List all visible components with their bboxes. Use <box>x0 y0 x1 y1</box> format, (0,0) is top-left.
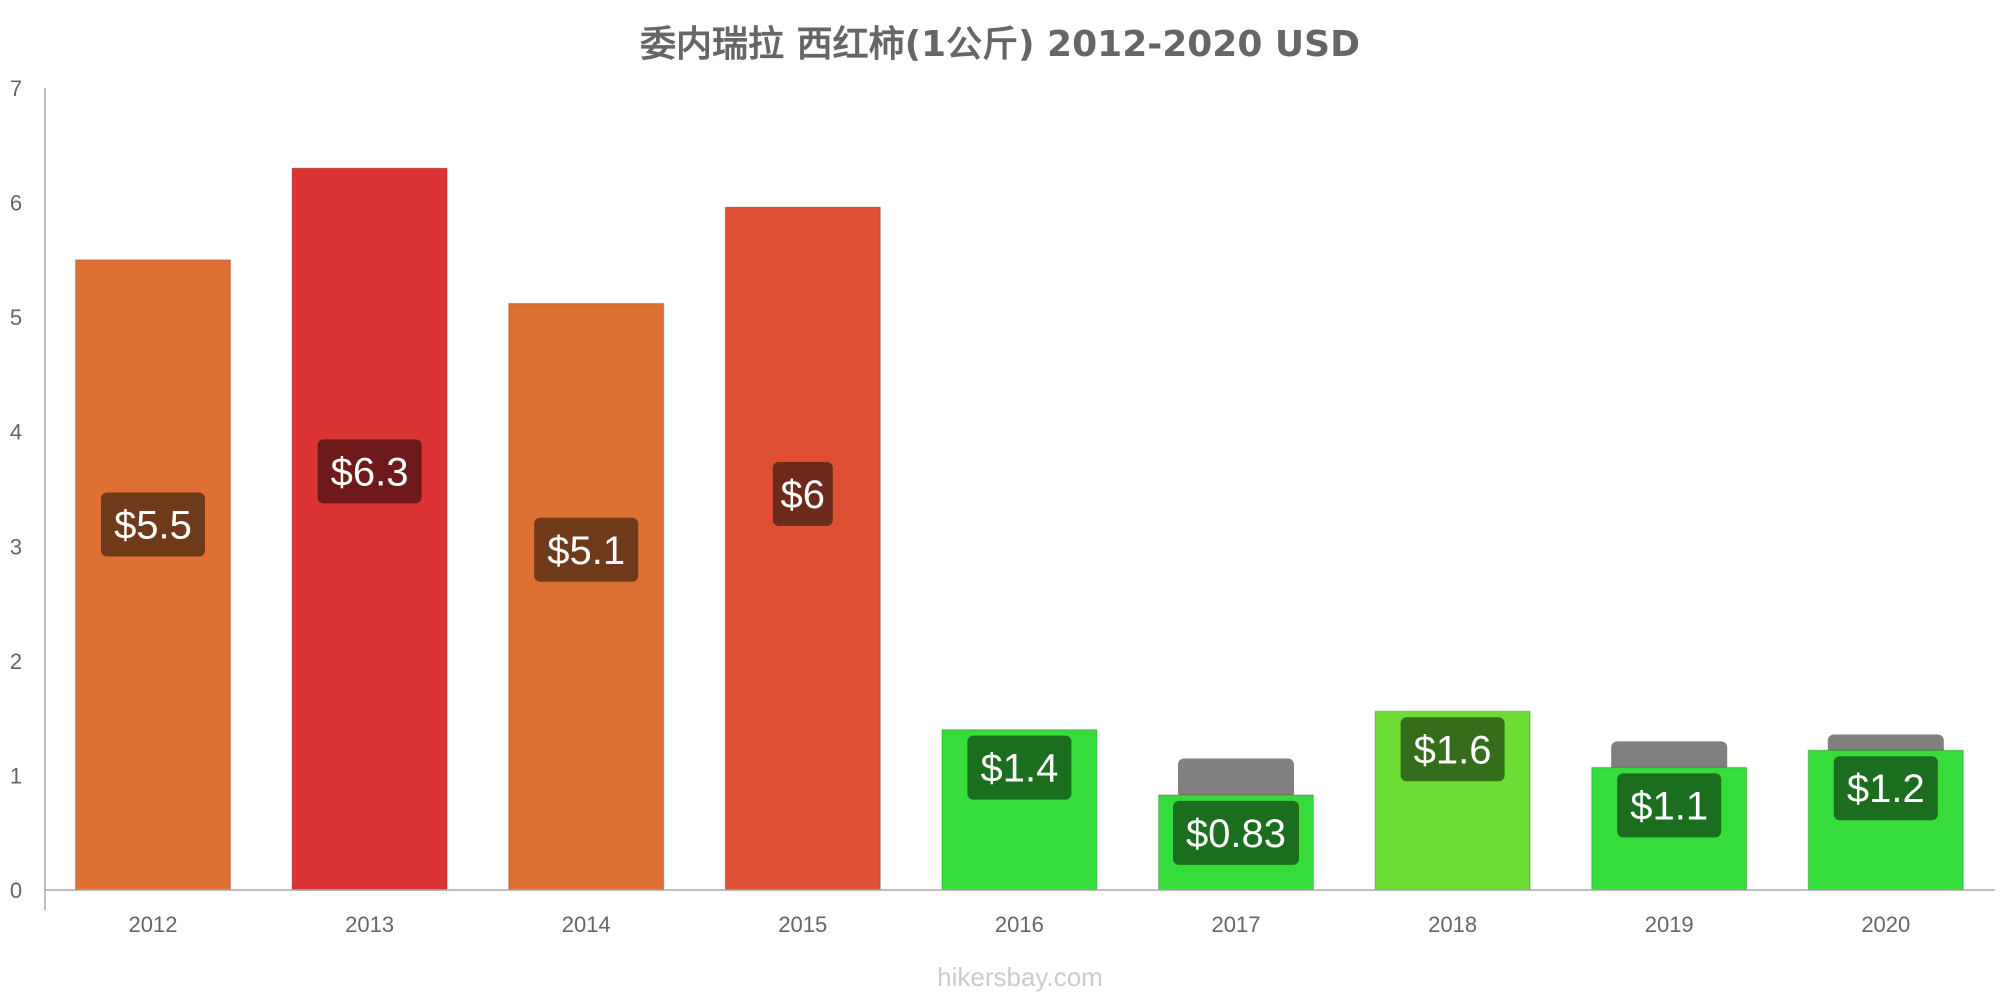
y-tick-label: 7 <box>10 76 22 101</box>
x-tick-label: 2017 <box>1212 912 1261 937</box>
value-label: $0.83 <box>1186 812 1286 856</box>
value-label-bg <box>1833 756 1938 821</box>
x-tick-label: 2018 <box>1428 912 1477 937</box>
source-credit: hikersbay.com <box>937 962 1103 992</box>
bar-2014 <box>507 302 665 891</box>
x-tick-label: 2012 <box>129 912 178 937</box>
value-label-bg <box>772 461 833 526</box>
value-label-bg <box>534 517 639 582</box>
chart-title: 委内瑞拉 西红柿(1公斤) 2012-2020 USD <box>640 24 1360 65</box>
x-tick-label: 2015 <box>778 912 827 937</box>
value-label-bg <box>1400 717 1505 782</box>
y-tick-label: 6 <box>10 191 22 216</box>
bar-2015 <box>724 206 882 891</box>
y-tick-label: 5 <box>10 305 22 330</box>
y-tick-label: 4 <box>10 420 22 445</box>
value-label-bg <box>317 439 422 504</box>
previous-value-marker <box>1178 758 1294 799</box>
y-tick-label: 1 <box>10 763 22 788</box>
value-label: $1.1 <box>1630 784 1708 828</box>
value-label: $1.4 <box>980 747 1058 791</box>
value-label: $6.3 <box>331 450 409 494</box>
x-tick-label: 2020 <box>1861 912 1910 937</box>
value-label: $5.5 <box>114 504 192 548</box>
value-label: $1.6 <box>1414 728 1492 772</box>
x-tick-label: 2014 <box>562 912 611 937</box>
value-label-bg <box>1173 800 1299 865</box>
x-tick-label: 2013 <box>345 912 394 937</box>
value-label: $1.2 <box>1847 767 1925 811</box>
value-label-bg <box>1617 773 1722 838</box>
y-axis-ticks: 0 1 2 3 4 5 6 7 <box>10 76 22 903</box>
bar-2012 <box>74 259 232 891</box>
value-label-bg <box>101 492 205 557</box>
value-label: $6 <box>781 473 826 517</box>
x-axis-ticks: 2012 2013 2014 2015 2016 2017 2018 2019 2020 <box>129 912 1911 937</box>
y-tick-label: 0 <box>10 878 22 903</box>
x-tick-label: 2019 <box>1645 912 1694 937</box>
value-label: $5.1 <box>547 529 625 573</box>
y-tick-label: 3 <box>10 534 22 559</box>
value-label-bg <box>967 735 1072 800</box>
value-labels: $5.5 $6.3 $5.1 $6 $1.4 $0.83 $1.6 $1.1 $1.2 <box>101 439 1938 865</box>
y-tick-label: 2 <box>10 649 22 674</box>
x-tick-label: 2016 <box>995 912 1044 937</box>
bar-2013 <box>291 167 448 891</box>
